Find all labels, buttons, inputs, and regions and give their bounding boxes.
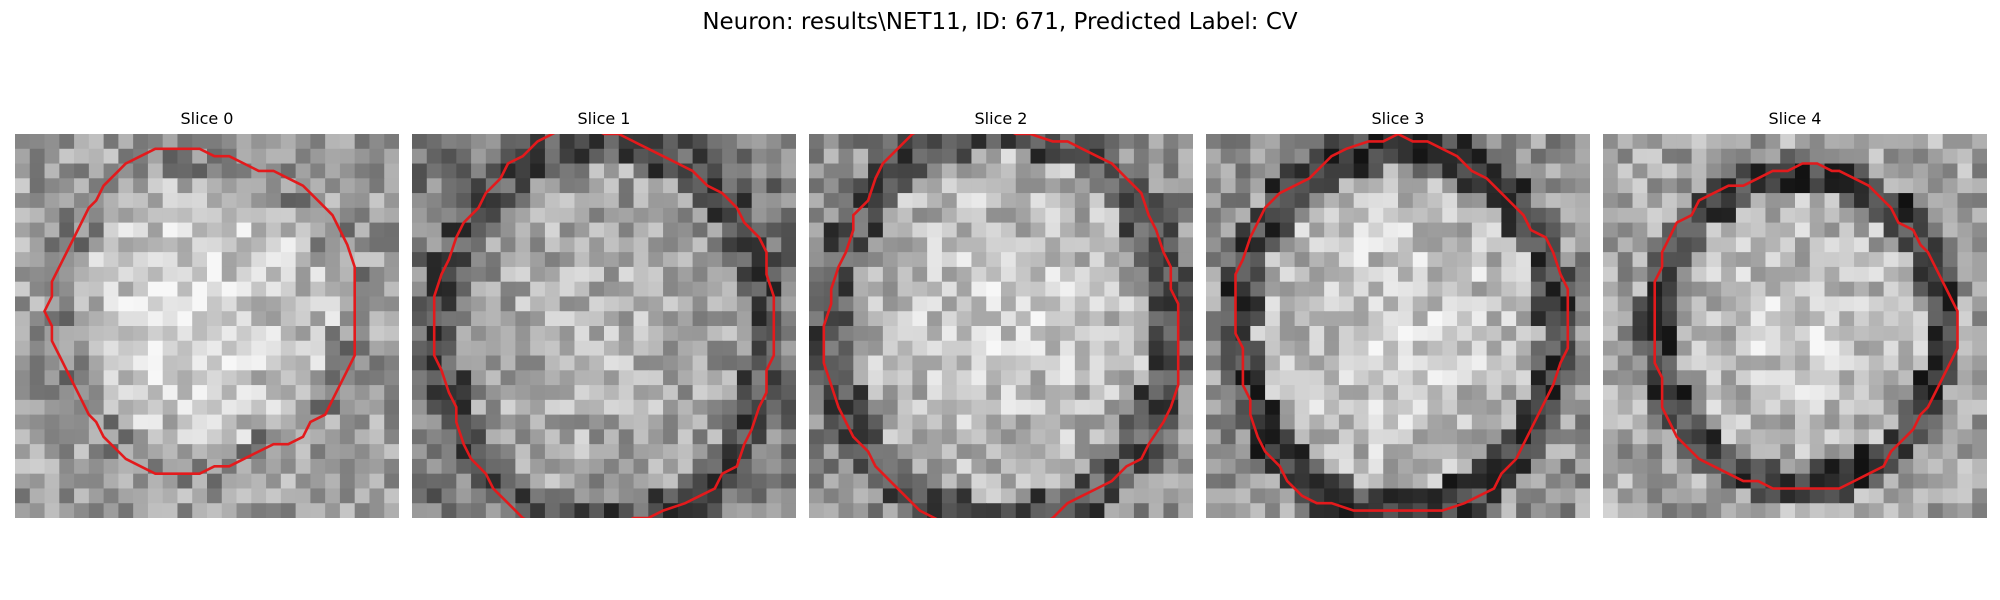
slice-image-4 xyxy=(1603,134,1987,518)
slice-pixels xyxy=(412,134,796,518)
slice-image-0 xyxy=(15,134,399,518)
slice-pixels xyxy=(809,134,1193,518)
slice-title-3: Slice 3 xyxy=(1371,109,1425,128)
slice-pixels xyxy=(15,134,399,518)
roi-contour xyxy=(1653,162,1959,490)
slice-title-0: Slice 0 xyxy=(180,109,234,128)
roi-contour xyxy=(1234,134,1570,512)
slice-image-2 xyxy=(809,134,1193,518)
slice-title-4: Slice 4 xyxy=(1768,109,1822,128)
slice-image-3 xyxy=(1206,134,1590,518)
roi-contour xyxy=(822,134,1180,518)
roi-contour xyxy=(43,147,357,476)
slice-pixels xyxy=(1603,134,1987,518)
roi-contour xyxy=(432,134,776,518)
slice-title-1: Slice 1 xyxy=(577,109,631,128)
slice-pixels xyxy=(1206,134,1590,518)
slice-title-2: Slice 2 xyxy=(974,109,1028,128)
figure-title: Neuron: results\NET11, ID: 671, Predicte… xyxy=(702,9,1298,35)
slice-image-1 xyxy=(412,134,796,518)
